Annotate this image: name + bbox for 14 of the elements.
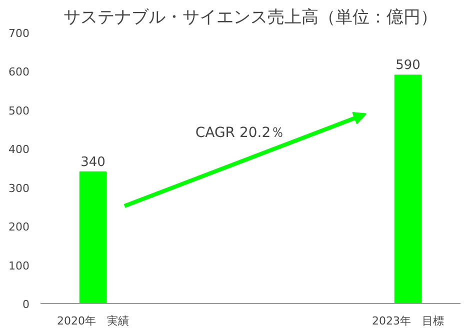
y-tick-label: 200 [8, 220, 30, 234]
y-tick-label: 0 [22, 298, 30, 311]
y-tick-label: 400 [8, 143, 30, 156]
data-label: 340 [80, 154, 106, 170]
y-tick-label: 500 [8, 104, 30, 118]
y-tick-label: 600 [8, 66, 30, 79]
x-tick-label: 2020年 実績 [57, 314, 130, 328]
chart-title: サステナブル・サイエンス売上高（単位：億円） [64, 8, 438, 28]
x-tick-label: 2023年 目標 [372, 314, 444, 328]
data-label: 590 [396, 58, 420, 74]
annotation: CAGR 20.2％ [195, 124, 285, 141]
y-tick-label: 700 [8, 27, 30, 40]
y-tick-label: 100 [8, 259, 30, 272]
y-tick-label: 300 [8, 182, 30, 195]
